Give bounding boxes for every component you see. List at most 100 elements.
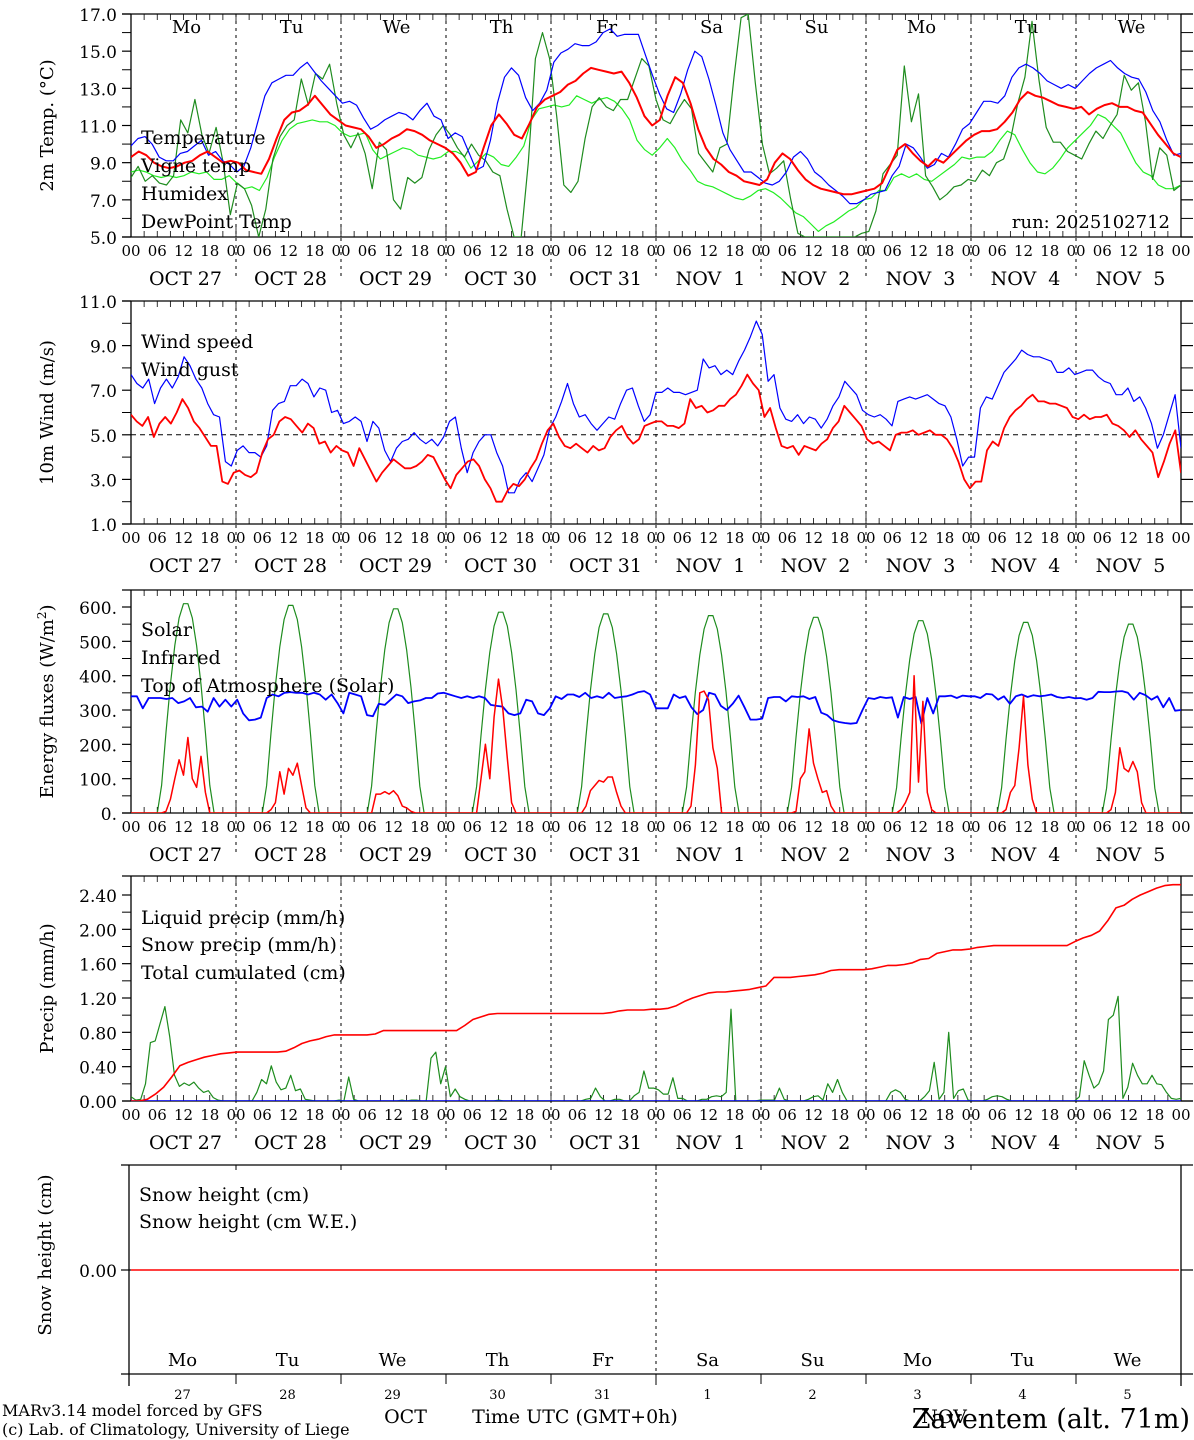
hour-tick-label: 00 <box>961 242 980 260</box>
y-tick-label: 0.00 <box>79 1093 117 1113</box>
hour-tick-label: 18 <box>410 529 429 547</box>
hour-tick-label: 18 <box>620 818 639 836</box>
hour-tick-label: 18 <box>305 529 324 547</box>
hour-tick-label: 00 <box>226 242 245 260</box>
legend-entry: Snow precip (mm/h) <box>141 934 337 956</box>
hour-tick-label: 18 <box>515 818 534 836</box>
hour-tick-label: 00 <box>751 818 770 836</box>
hour-tick-label: 18 <box>1040 1106 1059 1124</box>
hour-tick-label: 18 <box>410 1106 429 1124</box>
hour-tick-label: 06 <box>1093 1106 1112 1124</box>
date-label: OCT 27 <box>149 268 222 290</box>
legend-entry: Humidex <box>141 183 228 205</box>
day-name: We <box>1118 17 1146 38</box>
series-line-wind-speed <box>131 373 1181 503</box>
hour-tick-label: 00 <box>1066 529 1085 547</box>
date-label: OCT 31 <box>569 268 642 290</box>
day-name: Mo <box>907 17 936 38</box>
hour-tick-label: 06 <box>568 818 587 836</box>
hour-tick-label: 06 <box>568 1106 587 1124</box>
date-label: OCT 30 <box>464 555 537 577</box>
hour-tick-label: 00 <box>541 1106 560 1124</box>
hour-tick-label: 06 <box>358 1106 377 1124</box>
hour-tick-label: 12 <box>489 242 508 260</box>
hour-tick-label: 06 <box>253 1106 272 1124</box>
hour-tick-label: 00 <box>1066 242 1085 260</box>
date-label: NOV 5 <box>1096 268 1166 290</box>
hour-tick-label: 06 <box>673 529 692 547</box>
hour-tick-label: 06 <box>253 529 272 547</box>
hour-tick-label: 06 <box>778 818 797 836</box>
y-tick-label: 400. <box>79 668 117 688</box>
hour-tick-label: 12 <box>1014 1106 1033 1124</box>
hour-tick-label: 12 <box>174 242 193 260</box>
hour-tick-label: 18 <box>830 242 849 260</box>
hour-tick-label: 06 <box>883 529 902 547</box>
hour-tick-label: 00 <box>751 1106 770 1124</box>
hour-tick-label: 00 <box>331 529 350 547</box>
hour-tick-label: 06 <box>883 1106 902 1124</box>
model-credit: MARv3.14 model forced by GFS <box>2 1401 263 1420</box>
hour-tick-label: 12 <box>804 242 823 260</box>
y-tick-label: 11.0 <box>79 293 117 313</box>
date-label: OCT 28 <box>254 1132 327 1154</box>
y-tick-label: 1.60 <box>79 956 117 976</box>
day-name: Th <box>486 1350 510 1371</box>
date-label: OCT 30 <box>464 1132 537 1154</box>
y-tick-label: 9.0 <box>90 338 117 358</box>
hour-tick-label: 18 <box>305 1106 324 1124</box>
hour-tick-label: 00 <box>646 242 665 260</box>
hour-tick-label: 12 <box>489 1106 508 1124</box>
y-tick-label: 0.00 <box>79 1262 117 1282</box>
hour-tick-label: 18 <box>725 242 744 260</box>
y-tick-label: 300. <box>79 702 117 722</box>
y-axis-title: 10m Wind (m/s) <box>37 340 58 485</box>
hour-tick-label: 12 <box>384 529 403 547</box>
hour-tick-label: 12 <box>594 242 613 260</box>
hour-tick-label: 12 <box>384 242 403 260</box>
hour-tick-label: 00 <box>1171 818 1190 836</box>
date-label: OCT 27 <box>149 1132 222 1154</box>
hour-tick-label: 06 <box>358 529 377 547</box>
day-number: 30 <box>489 1388 506 1403</box>
hour-tick-label: 06 <box>1093 818 1112 836</box>
legend-entry: Snow height (cm W.E.) <box>139 1211 357 1233</box>
hour-tick-label: 18 <box>725 1106 744 1124</box>
day-name: Mo <box>172 17 201 38</box>
hour-tick-label: 06 <box>778 1106 797 1124</box>
hour-tick-label: 00 <box>226 1106 245 1124</box>
y-tick-label: 500. <box>79 633 117 653</box>
series-line-vigne-temp <box>131 14 1181 237</box>
day-number: 28 <box>279 1388 296 1403</box>
day-name: Su <box>801 1350 825 1371</box>
hour-tick-label: 12 <box>279 1106 298 1124</box>
hour-tick-label: 00 <box>436 529 455 547</box>
hour-tick-label: 12 <box>594 529 613 547</box>
hour-tick-label: 18 <box>830 1106 849 1124</box>
hour-tick-label: 12 <box>804 1106 823 1124</box>
station-name: Zaventem (alt. 71m) <box>912 1404 1190 1435</box>
date-label: NOV 3 <box>886 268 956 290</box>
day-name: Su <box>805 17 829 38</box>
y-tick-label: 1.20 <box>79 990 117 1010</box>
hour-tick-label: 00 <box>646 1106 665 1124</box>
month-label: OCT <box>384 1406 427 1428</box>
hour-tick-label: 18 <box>1145 242 1164 260</box>
hour-tick-label: 18 <box>515 242 534 260</box>
hour-tick-label: 12 <box>699 818 718 836</box>
y-tick-label: 3.0 <box>90 471 117 491</box>
y-tick-label: 2.40 <box>79 887 117 907</box>
hour-tick-label: 12 <box>1119 1106 1138 1124</box>
day-name: Sa <box>696 1350 719 1371</box>
y-tick-label: 0.40 <box>79 1059 117 1079</box>
hour-tick-label: 06 <box>568 242 587 260</box>
day-number: 2 <box>808 1388 816 1403</box>
hour-tick-label: 06 <box>778 529 797 547</box>
y-tick-label: 0.80 <box>79 1024 117 1044</box>
day-name: Tu <box>280 17 304 38</box>
series-line-total-cumulated <box>131 883 1181 1101</box>
date-label: NOV 1 <box>676 268 746 290</box>
legend-entry: Temperature <box>141 127 265 149</box>
date-label: OCT 29 <box>359 555 432 577</box>
day-number: 3 <box>913 1388 921 1403</box>
